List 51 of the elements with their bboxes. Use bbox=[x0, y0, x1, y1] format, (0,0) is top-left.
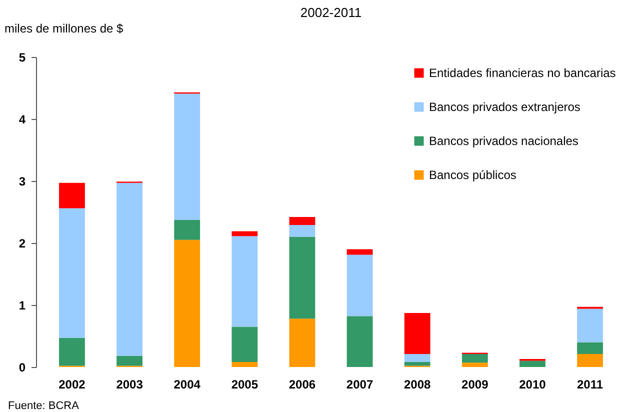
bar bbox=[346, 316, 373, 367]
bar bbox=[346, 254, 373, 316]
bar bbox=[462, 354, 488, 363]
y-tick-label: 0 bbox=[18, 360, 26, 374]
y-tick-label: 2 bbox=[18, 236, 26, 250]
x-tick-label: 2004 bbox=[174, 378, 201, 392]
x-tick-label: 2003 bbox=[116, 378, 144, 392]
bar bbox=[577, 354, 603, 367]
legend-label: Entidades financieras no bancarias bbox=[429, 66, 616, 80]
bar bbox=[232, 236, 258, 327]
x-tick-label: 2011 bbox=[577, 378, 604, 392]
x-tick-label: 2002 bbox=[58, 378, 86, 392]
bar bbox=[59, 208, 85, 338]
y-tick-label: 1 bbox=[18, 298, 26, 312]
y-tick-label: 4 bbox=[18, 112, 26, 126]
x-tick-label: 2007 bbox=[346, 378, 374, 392]
legend-label: Bancos privados extranjeros bbox=[429, 100, 580, 114]
bar bbox=[577, 342, 603, 354]
bar bbox=[289, 216, 316, 226]
source-note: Fuente: BCRA bbox=[8, 400, 80, 412]
x-tick-label: 2005 bbox=[231, 378, 258, 392]
legend-label: Bancos privados nacionales bbox=[429, 134, 578, 148]
x-tick-label: 2009 bbox=[462, 378, 489, 392]
bar bbox=[289, 236, 316, 319]
x-tick-label: 2008 bbox=[404, 378, 432, 392]
y-tick-label: 3 bbox=[18, 174, 26, 188]
y-tick-label: 5 bbox=[18, 50, 26, 64]
bar bbox=[232, 362, 258, 367]
bar bbox=[404, 354, 430, 362]
bar bbox=[346, 249, 373, 255]
bar bbox=[577, 308, 603, 342]
bar bbox=[59, 338, 85, 366]
x-tick-label: 2010 bbox=[519, 378, 546, 392]
bar bbox=[404, 313, 430, 354]
bar bbox=[59, 182, 85, 208]
bar bbox=[520, 360, 546, 367]
chart-title: 2002-2011 bbox=[300, 5, 362, 20]
bar bbox=[232, 231, 258, 236]
y-axis-title: miles de millones de $ bbox=[4, 22, 124, 36]
x-tick-label: 2006 bbox=[288, 378, 316, 392]
bar bbox=[404, 362, 430, 366]
bar bbox=[174, 94, 200, 220]
bar bbox=[232, 326, 258, 362]
bar bbox=[174, 220, 200, 240]
bar bbox=[289, 318, 316, 367]
bar bbox=[289, 225, 316, 237]
legend-label: Bancos públicos bbox=[429, 168, 516, 182]
bar bbox=[116, 356, 142, 366]
bar bbox=[462, 362, 488, 367]
bar bbox=[174, 240, 200, 367]
bar bbox=[116, 182, 142, 356]
